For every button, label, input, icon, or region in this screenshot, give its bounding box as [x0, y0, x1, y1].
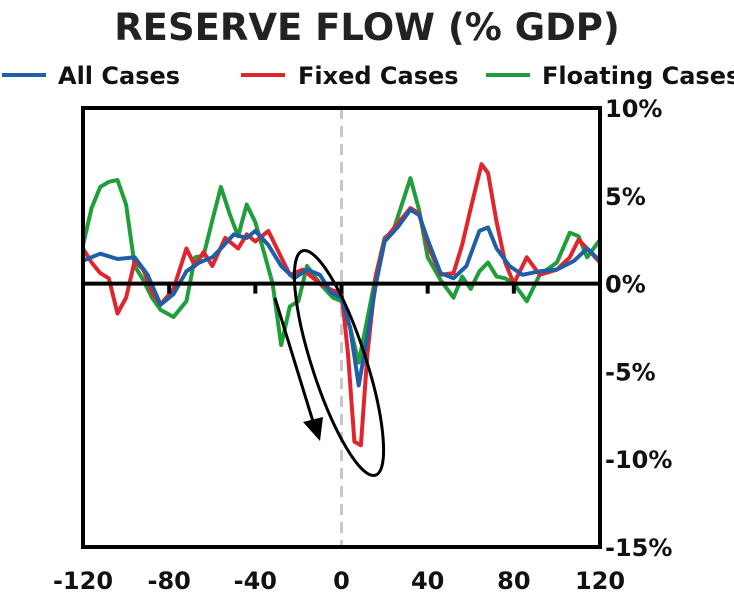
x-tick-label: 80: [497, 567, 530, 595]
y-tick-label: 0%: [605, 271, 646, 299]
y-tick-label: 10%: [605, 95, 662, 123]
x-tick-label: -120: [53, 567, 113, 595]
x-tick-label: 120: [575, 567, 625, 595]
floating-cases-line: [81, 176, 602, 365]
x-tick-label: -40: [234, 567, 277, 595]
y-tick-label: -15%: [605, 534, 672, 562]
y-tick-label: 5%: [605, 183, 646, 211]
x-tick-label: 40: [411, 567, 444, 595]
y-tick-label: -10%: [605, 446, 672, 474]
all-cases-line: [81, 207, 602, 388]
legend-label: All Cases: [58, 62, 180, 90]
legend-label: Floating Cases: [542, 62, 734, 90]
plot-frame: [81, 106, 602, 549]
legend: All Cases Fixed Cases Floating Cases: [2, 62, 734, 90]
x-tick-label: -80: [147, 567, 190, 595]
x-tick-label: 0: [333, 567, 350, 595]
y-tick-label: -5%: [605, 358, 656, 386]
chart-title: RESERVE FLOW (% GDP): [114, 6, 620, 49]
y-ticks: 10% 5% 0% -5% -10% -15%: [605, 95, 672, 562]
trend-arrow-shaft: [273, 297, 317, 429]
highlight-ellipse: [292, 248, 386, 478]
annotation-layer: [273, 248, 386, 478]
legend-label: Fixed Cases: [298, 62, 459, 90]
x-ticks: -120 -80 -40 0 40 80 120: [53, 283, 625, 595]
trend-arrow-head: [303, 417, 323, 441]
series-layer: [81, 162, 602, 448]
